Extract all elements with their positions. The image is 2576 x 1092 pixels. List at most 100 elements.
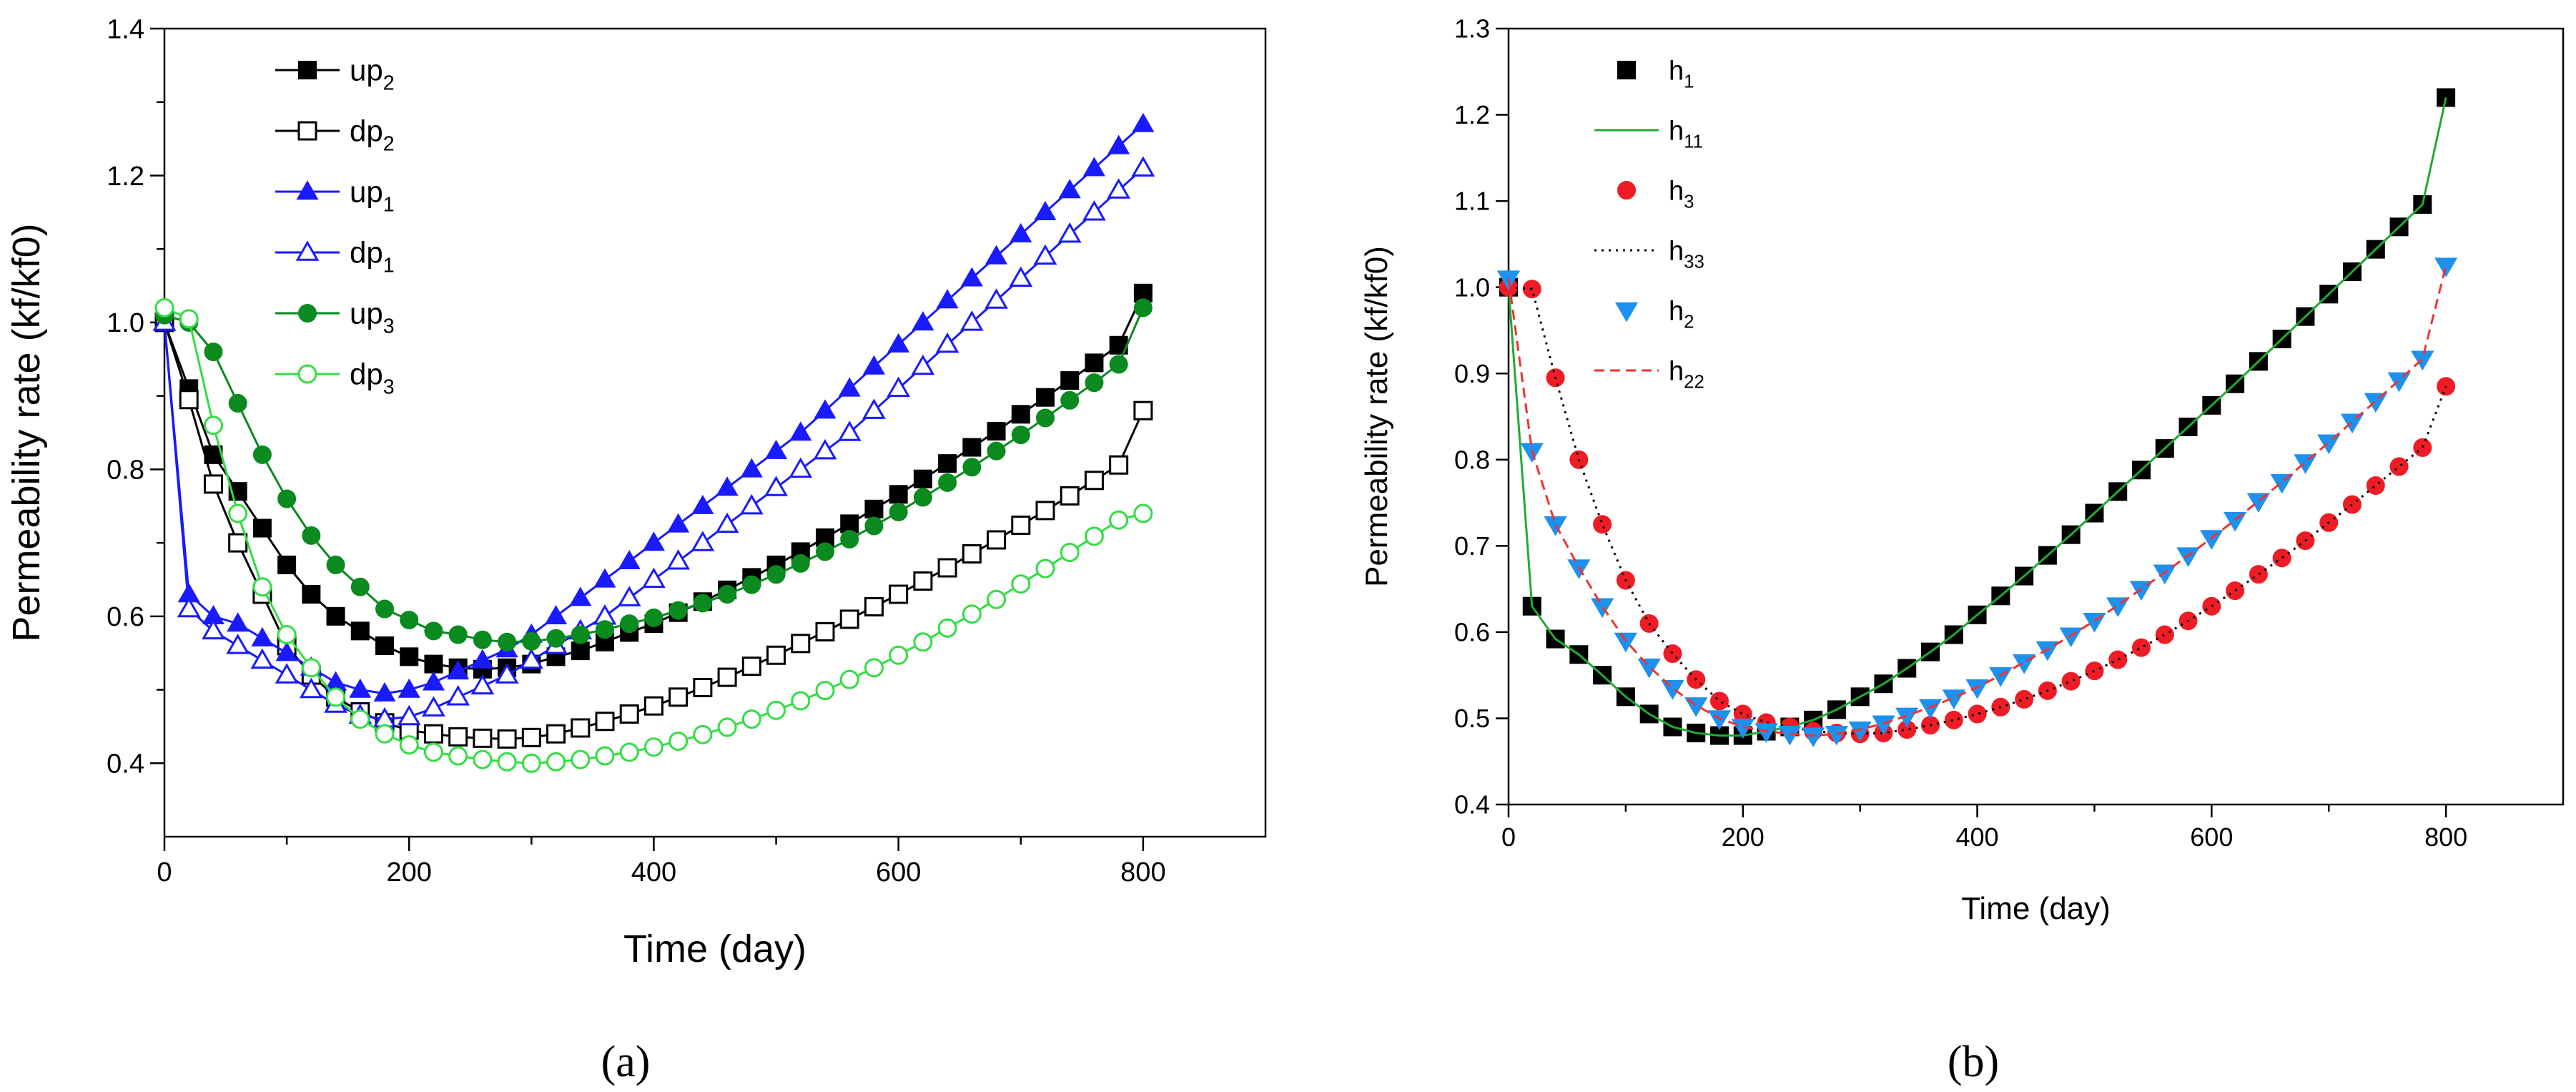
data-point — [546, 752, 566, 772]
data-point — [644, 608, 663, 627]
data-point — [446, 685, 470, 706]
data-point — [1639, 704, 1659, 724]
data-point — [228, 503, 248, 523]
data-point — [2059, 627, 2083, 648]
data-point — [739, 493, 764, 515]
data-point — [985, 245, 1008, 265]
data-point — [448, 727, 468, 747]
data-point — [301, 658, 321, 678]
data-point — [619, 704, 639, 724]
data-point — [275, 641, 298, 661]
plot-frame — [1507, 27, 2565, 806]
data-point — [299, 677, 323, 699]
data-point — [375, 636, 394, 655]
legend-label: h11 — [1669, 116, 1703, 152]
data-point — [1755, 723, 1778, 743]
data-point — [350, 709, 370, 729]
data-point — [789, 421, 812, 441]
caption-b: (b) — [1948, 1038, 1999, 1086]
legend-label-subscript: 11 — [1684, 132, 1703, 152]
data-point — [546, 629, 566, 648]
data-point — [1109, 455, 1129, 475]
y-tick-label: 0.7 — [1454, 531, 1490, 561]
y-tick-label: 0.8 — [107, 456, 144, 486]
data-point — [2155, 625, 2174, 644]
legend-label-subscript: 33 — [1684, 252, 1704, 272]
data-point — [326, 606, 345, 626]
data-point — [2085, 661, 2104, 681]
legend-label-subscript: 2 — [1684, 313, 1694, 333]
data-point — [497, 752, 517, 772]
legend-marker — [297, 364, 317, 384]
data-point — [1035, 501, 1055, 521]
data-point — [1872, 715, 1895, 736]
data-point — [838, 377, 861, 397]
data-point — [521, 753, 541, 773]
x-tick-label: 0 — [1501, 822, 1516, 852]
data-point — [1133, 503, 1153, 523]
data-point — [937, 618, 957, 638]
data-point — [666, 549, 691, 570]
data-point — [326, 687, 346, 707]
data-point — [1918, 699, 1943, 719]
y-tick-label: 1.2 — [107, 162, 144, 192]
legend: h1 h11 h3 h33 h2 h22 — [1594, 56, 1704, 393]
x-axis-label: Time (day) — [623, 928, 806, 970]
y-tick-label: 0.5 — [1454, 704, 1490, 733]
data-point — [2317, 434, 2341, 455]
legend-marker — [1617, 61, 1636, 79]
legend-label: up1 — [350, 175, 395, 217]
data-point — [1131, 156, 1155, 177]
legend-label: up3 — [350, 297, 395, 338]
series-line — [1507, 97, 2447, 737]
data-point — [2411, 350, 2434, 371]
legend-label-subscript: 3 — [383, 315, 395, 338]
data-point — [741, 709, 761, 729]
data-point — [179, 390, 199, 410]
data-point — [1011, 405, 1030, 424]
y-tick-label: 1.0 — [107, 308, 144, 338]
data-point — [1060, 486, 1080, 506]
data-point — [864, 658, 884, 678]
data-point — [693, 677, 713, 697]
data-point — [766, 700, 786, 720]
data-point — [277, 489, 297, 508]
data-point — [1710, 692, 1729, 711]
series-up3 — [155, 298, 1153, 651]
data-point — [2389, 457, 2409, 476]
legend-marker — [298, 61, 317, 79]
data-point — [179, 309, 199, 329]
data-point — [862, 398, 886, 419]
data-point — [2129, 581, 2153, 601]
data-point — [2343, 495, 2362, 514]
y-tick-label: 1.3 — [1454, 14, 1490, 44]
data-point — [840, 514, 859, 533]
y-tick-label: 0.6 — [107, 602, 144, 632]
data-point — [400, 610, 419, 629]
data-point — [1109, 355, 1128, 374]
legend-marker — [296, 180, 319, 200]
data-point — [815, 681, 835, 701]
data-point — [1082, 200, 1106, 221]
data-point — [1942, 689, 1965, 709]
data-point — [1132, 112, 1155, 132]
legend-label: h22 — [1669, 356, 1704, 392]
legend-label-subscript: 2 — [383, 72, 395, 94]
data-point — [400, 647, 419, 666]
data-point — [620, 614, 639, 634]
data-point — [912, 311, 934, 331]
data-point — [424, 621, 443, 641]
data-point — [473, 630, 492, 649]
data-point — [546, 724, 566, 744]
data-point — [911, 354, 935, 375]
data-point — [839, 669, 859, 689]
data-point — [642, 531, 665, 551]
y-tick-label: 0.4 — [1454, 790, 1490, 820]
data-point — [202, 619, 225, 640]
data-point — [693, 594, 712, 613]
data-point — [2340, 413, 2364, 434]
data-point — [204, 343, 223, 361]
data-point — [718, 585, 737, 604]
data-point — [228, 393, 247, 413]
